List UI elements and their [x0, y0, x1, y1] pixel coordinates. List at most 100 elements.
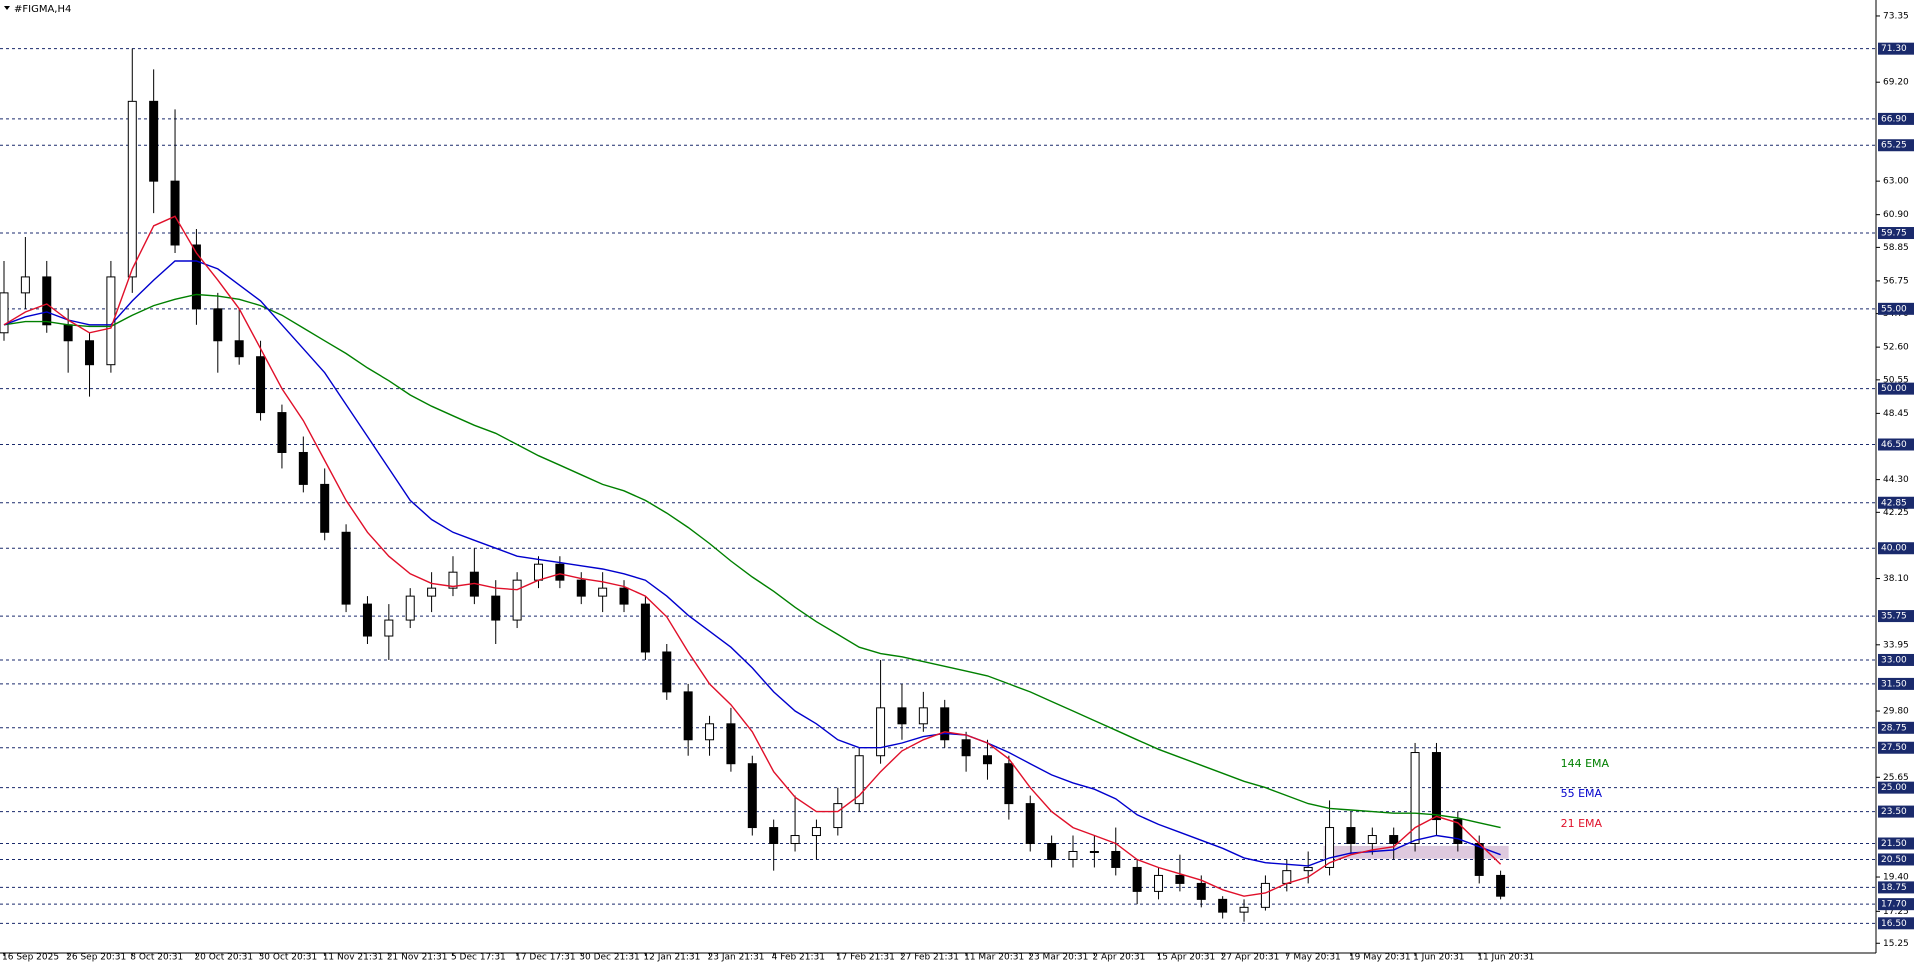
y-tick-label: 58.85	[1883, 243, 1909, 253]
candle-body	[662, 651, 672, 693]
candle-body	[1089, 850, 1099, 853]
level-tag	[1878, 898, 1914, 911]
candle-body	[298, 451, 308, 485]
y-tick-label: 15.25	[1883, 939, 1909, 949]
candle-body	[1111, 850, 1121, 868]
level-tag	[1878, 302, 1914, 315]
level-tag	[1878, 917, 1914, 930]
y-tick-label: 19.40	[1883, 873, 1909, 883]
candle-body	[405, 595, 415, 621]
candle-body	[1431, 752, 1441, 821]
y-tick-label: 42.25	[1883, 508, 1909, 518]
y-tick-label: 63.00	[1883, 177, 1909, 187]
y-tick-label: 60.90	[1883, 210, 1909, 220]
menu-arrow[interactable]	[4, 6, 10, 10]
y-tick-label: 50.55	[1883, 375, 1909, 385]
x-tick-label: 2 Apr 20:31	[1092, 953, 1145, 963]
level-tag	[1878, 881, 1914, 894]
candle-body	[384, 619, 394, 637]
x-tick-label: 4 Feb 21:31	[772, 953, 825, 963]
y-tick-label: 56.75	[1883, 276, 1909, 286]
ema-label: 144 EMA	[1561, 757, 1610, 770]
candle-body	[1260, 882, 1270, 908]
level-tag	[1878, 653, 1914, 666]
level-label: 20.50	[1881, 855, 1907, 865]
candle-body	[1239, 906, 1249, 913]
level-label: 28.75	[1881, 723, 1907, 733]
x-tick-label: 26 Sep 20:31	[66, 953, 126, 963]
y-tick-label: 52.60	[1883, 343, 1909, 353]
x-tick-label: 27 Apr 20:31	[1221, 953, 1280, 963]
candle-body	[534, 563, 543, 581]
level-tag	[1878, 227, 1914, 240]
candle-body	[512, 579, 522, 621]
candle-body	[1282, 870, 1292, 884]
candle-body	[127, 100, 137, 278]
y-tick-label: 29.80	[1883, 707, 1909, 717]
candle-body	[1389, 835, 1399, 845]
level-label: 66.90	[1881, 114, 1907, 124]
level-label: 17.70	[1881, 900, 1907, 910]
level-tag	[1878, 496, 1914, 509]
candle-body	[1196, 882, 1206, 900]
level-tag	[1878, 853, 1914, 866]
level-tag	[1878, 781, 1914, 794]
candle-body	[1132, 866, 1142, 892]
candle-body	[0, 292, 9, 334]
candle-body	[897, 707, 907, 725]
candle-body	[811, 827, 821, 837]
candle-body	[705, 723, 715, 741]
x-tick-label: 11 Jun 20:31	[1477, 953, 1534, 963]
x-tick-label: 16 Sep 2025	[2, 953, 59, 963]
ema-line	[3, 215, 1502, 897]
x-tick-label: 23 Mar 20:31	[1028, 953, 1088, 963]
y-tick-label: 38.10	[1883, 574, 1909, 584]
candle-body	[1218, 898, 1228, 913]
x-tick-label: 5 Dec 17:31	[451, 953, 506, 963]
ema-line	[3, 293, 1501, 829]
candle-body	[854, 755, 864, 805]
candle-body	[448, 571, 458, 589]
level-tag	[1878, 805, 1914, 818]
x-tick-label: 15 Apr 20:31	[1157, 953, 1216, 963]
candle-body	[341, 531, 351, 605]
x-tick-label: 12 Jan 21:31	[643, 953, 700, 963]
candle-body	[1068, 850, 1078, 860]
level-label: 71.30	[1881, 44, 1907, 54]
candle-body	[213, 308, 223, 342]
candle-body	[598, 587, 608, 597]
zone	[1323, 845, 1509, 859]
candle-body	[362, 603, 372, 637]
level-label: 23.50	[1881, 807, 1907, 817]
chart-title: #FIGMA,H4	[14, 4, 71, 15]
level-label: 65.25	[1881, 141, 1907, 151]
candle-body	[1325, 827, 1335, 868]
x-tick-label: 7 May 20:31	[1285, 953, 1341, 963]
y-tick-label: 17.25	[1883, 907, 1909, 917]
ema-label: 21 EMA	[1561, 817, 1603, 830]
candle-body	[491, 595, 501, 621]
level-label: 33.00	[1881, 655, 1907, 665]
y-tick-label: 33.95	[1883, 640, 1909, 650]
x-tick-label: 21 Nov 21:31	[387, 953, 448, 963]
candle-body	[191, 244, 201, 310]
ema-label: 55 EMA	[1561, 787, 1603, 800]
y-tick-label: 69.20	[1883, 78, 1909, 88]
x-tick-label: 23 Jan 21:31	[708, 953, 765, 963]
level-label: 46.50	[1881, 440, 1907, 450]
plot-area	[0, 48, 1876, 924]
x-tick-label: 30 Dec 21:31	[579, 953, 640, 963]
x-tick-label: 17 Dec 17:31	[515, 953, 576, 963]
candle-body	[320, 483, 330, 533]
candle-body	[277, 412, 287, 453]
level-tag	[1878, 382, 1914, 395]
candle-body	[1154, 874, 1164, 892]
candle-body	[1346, 827, 1356, 845]
level-label: 27.50	[1881, 743, 1907, 753]
candle-body	[982, 755, 992, 765]
level-tag	[1878, 610, 1914, 623]
candle-body	[427, 587, 437, 597]
level-label: 59.75	[1881, 229, 1907, 239]
